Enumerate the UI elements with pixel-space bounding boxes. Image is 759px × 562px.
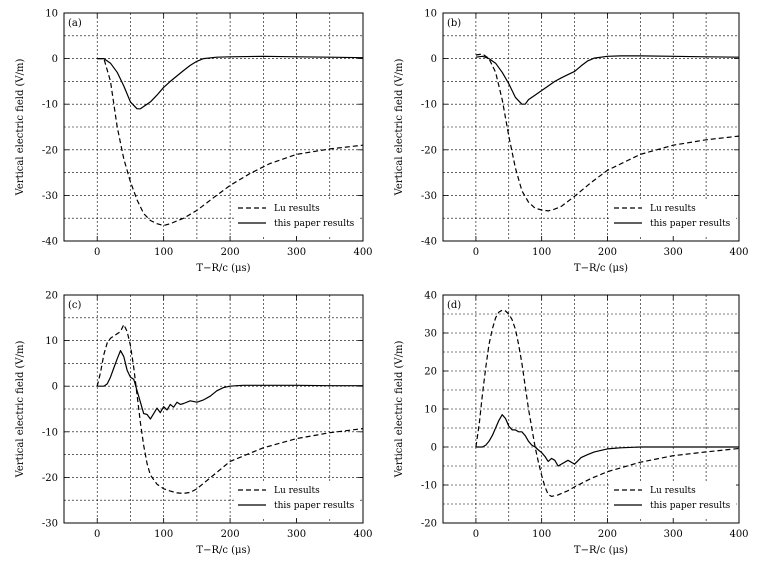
x-tick-label: 0 bbox=[473, 247, 479, 258]
x-tick-label: 0 bbox=[94, 529, 100, 540]
legend-entry: this paper results bbox=[274, 219, 355, 229]
y-tick-label: -10 bbox=[421, 100, 437, 111]
plot-frame bbox=[63, 12, 364, 242]
y-axis-label: Vertical electric field (V/m) bbox=[15, 58, 26, 196]
y-tick-label: -30 bbox=[42, 519, 58, 530]
series-line-this-paper-results bbox=[97, 55, 364, 110]
legend-entry: Lu results bbox=[650, 486, 696, 496]
panel-label: (d) bbox=[447, 300, 461, 311]
y-tick-label: -40 bbox=[421, 237, 437, 248]
chart-panel-d: 0 100 200 300 400 -20 -10 0 10 20 30 40 (d) Lu result… bbox=[394, 291, 749, 557]
x-tick-label: 0 bbox=[473, 529, 479, 540]
y-tick-label: 10 bbox=[424, 405, 437, 416]
legend-box bbox=[234, 483, 360, 517]
y-tick-label: 20 bbox=[424, 367, 437, 378]
series-line-lu-results bbox=[475, 53, 740, 212]
x-tick-label: 200 bbox=[598, 247, 617, 258]
x-axis-label: T−R/c (μs) bbox=[196, 263, 250, 274]
x-tick-label: 200 bbox=[221, 247, 240, 258]
legend-entry: this paper results bbox=[650, 219, 731, 229]
x-tick-label: 100 bbox=[532, 247, 551, 258]
series-line-lu-results bbox=[96, 324, 364, 494]
y-tick-label: 10 bbox=[45, 9, 58, 20]
y-tick-label: -40 bbox=[42, 237, 58, 248]
x-tick-label: 400 bbox=[353, 529, 372, 540]
x-tick-label: 0 bbox=[94, 247, 100, 258]
y-tick-label: 0 bbox=[52, 382, 58, 393]
x-tick-label: 300 bbox=[664, 247, 683, 258]
series-line-lu-results bbox=[97, 57, 364, 227]
legend-box bbox=[234, 201, 360, 235]
panel-label: (b) bbox=[447, 18, 461, 29]
y-tick-label: -30 bbox=[42, 191, 58, 202]
y-tick-label: -20 bbox=[42, 145, 58, 156]
x-tick-label: 300 bbox=[287, 529, 306, 540]
x-tick-label: 100 bbox=[154, 247, 173, 258]
chart-panel-b: 0 100 200 300 400 -40 -30 -20 -10 0 10 (b) Lu result… bbox=[394, 9, 749, 275]
plot-frame bbox=[442, 294, 740, 524]
x-axis-label: T−R/c (μs) bbox=[574, 545, 628, 556]
legend-box bbox=[610, 201, 736, 235]
panel-label: (c) bbox=[68, 300, 82, 311]
y-tick-label: -30 bbox=[421, 191, 437, 202]
x-tick-label: 100 bbox=[532, 529, 551, 540]
y-tick-label: -10 bbox=[42, 427, 58, 438]
x-tick-label: 200 bbox=[598, 529, 617, 540]
y-tick-label: 0 bbox=[52, 54, 58, 65]
x-tick-label: 400 bbox=[353, 247, 372, 258]
legend-entry: this paper results bbox=[274, 501, 355, 511]
y-tick-label: 40 bbox=[424, 291, 437, 302]
legend-entry: this paper results bbox=[650, 501, 731, 511]
legend-entry: Lu results bbox=[650, 204, 696, 214]
legend-entry: Lu results bbox=[274, 486, 320, 496]
panel-label: (a) bbox=[68, 18, 82, 29]
y-tick-label: 10 bbox=[424, 9, 437, 20]
x-tick-label: 300 bbox=[287, 247, 306, 258]
y-tick-label: 30 bbox=[424, 329, 437, 340]
y-tick-label: -10 bbox=[421, 481, 437, 492]
x-tick-label: 100 bbox=[154, 529, 173, 540]
series-line-lu-results bbox=[475, 309, 740, 497]
y-axis-label: Vertical electric field (V/m) bbox=[15, 340, 26, 478]
y-axis-label: Vertical electric field (V/m) bbox=[394, 58, 405, 196]
x-tick-label: 400 bbox=[729, 247, 748, 258]
legend-box bbox=[610, 483, 736, 517]
y-tick-label: 10 bbox=[45, 336, 58, 347]
plot-frame bbox=[442, 12, 740, 242]
series-line-this-paper-results bbox=[475, 55, 740, 105]
y-tick-label: -20 bbox=[421, 145, 437, 156]
chart-panel-a: 0 100 200 300 400 -40 -30 -20 -10 0 10 (a) Lu result… bbox=[15, 9, 373, 275]
legend-entry: Lu results bbox=[274, 204, 320, 214]
x-tick-label: 200 bbox=[221, 529, 240, 540]
y-tick-label: 0 bbox=[431, 443, 437, 454]
y-tick-label: 0 bbox=[431, 54, 437, 65]
y-tick-label: -10 bbox=[42, 100, 58, 111]
y-tick-label: -20 bbox=[421, 519, 437, 530]
series-line-this-paper-results bbox=[475, 414, 739, 467]
plot-frame bbox=[63, 294, 364, 524]
y-tick-label: 20 bbox=[45, 291, 58, 302]
x-axis-label: T−R/c (μs) bbox=[196, 545, 250, 556]
x-tick-label: 400 bbox=[729, 529, 748, 540]
x-tick-label: 300 bbox=[664, 529, 683, 540]
y-tick-label: -20 bbox=[42, 473, 58, 484]
chart-panel-c: 0 100 200 300 400 -30 -20 -10 0 10 20 (c) Lu results… bbox=[15, 291, 373, 557]
series-line-this-paper-results bbox=[97, 350, 363, 420]
y-axis-label: Vertical electric field (V/m) bbox=[394, 340, 405, 478]
x-axis-label: T−R/c (μs) bbox=[574, 263, 628, 274]
